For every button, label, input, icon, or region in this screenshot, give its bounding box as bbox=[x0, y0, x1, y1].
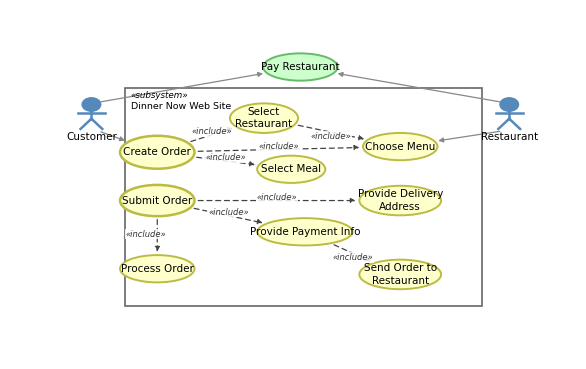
Ellipse shape bbox=[363, 133, 438, 160]
Text: Send Order to
Restaurant: Send Order to Restaurant bbox=[364, 263, 437, 286]
Ellipse shape bbox=[257, 156, 325, 183]
Text: Select
Restaurant: Select Restaurant bbox=[236, 107, 292, 130]
Ellipse shape bbox=[230, 103, 298, 133]
Ellipse shape bbox=[81, 97, 101, 112]
Ellipse shape bbox=[257, 218, 353, 245]
Text: «include»: «include» bbox=[258, 142, 299, 151]
Text: Choose Menu: Choose Menu bbox=[365, 142, 435, 152]
Ellipse shape bbox=[120, 255, 195, 282]
Text: Create Order: Create Order bbox=[123, 147, 191, 157]
Ellipse shape bbox=[120, 185, 195, 216]
Text: Provide Payment Info: Provide Payment Info bbox=[250, 227, 360, 237]
Text: Pay Restaurant: Pay Restaurant bbox=[261, 62, 340, 72]
Ellipse shape bbox=[263, 54, 338, 81]
Text: «include»: «include» bbox=[257, 193, 297, 201]
Text: «subsystem»: «subsystem» bbox=[131, 91, 189, 100]
Text: Dinner Now Web Site: Dinner Now Web Site bbox=[131, 102, 231, 111]
Ellipse shape bbox=[499, 97, 519, 112]
Text: «include»: «include» bbox=[125, 230, 166, 239]
Text: «include»: «include» bbox=[311, 132, 352, 141]
Text: Process Order: Process Order bbox=[121, 264, 194, 274]
Ellipse shape bbox=[359, 260, 441, 289]
Text: «include»: «include» bbox=[332, 253, 373, 262]
Text: Select Meal: Select Meal bbox=[261, 164, 321, 174]
Text: Restaurant: Restaurant bbox=[481, 132, 538, 142]
Text: Provide Delivery
Address: Provide Delivery Address bbox=[357, 189, 443, 212]
Bar bbox=[125, 88, 482, 306]
Ellipse shape bbox=[359, 186, 441, 215]
Text: «include»: «include» bbox=[192, 127, 232, 136]
Ellipse shape bbox=[120, 136, 195, 169]
Text: Customer: Customer bbox=[66, 132, 117, 142]
Text: «include»: «include» bbox=[208, 208, 249, 217]
Text: Submit Order: Submit Order bbox=[122, 196, 192, 206]
Text: «include»: «include» bbox=[206, 153, 246, 162]
